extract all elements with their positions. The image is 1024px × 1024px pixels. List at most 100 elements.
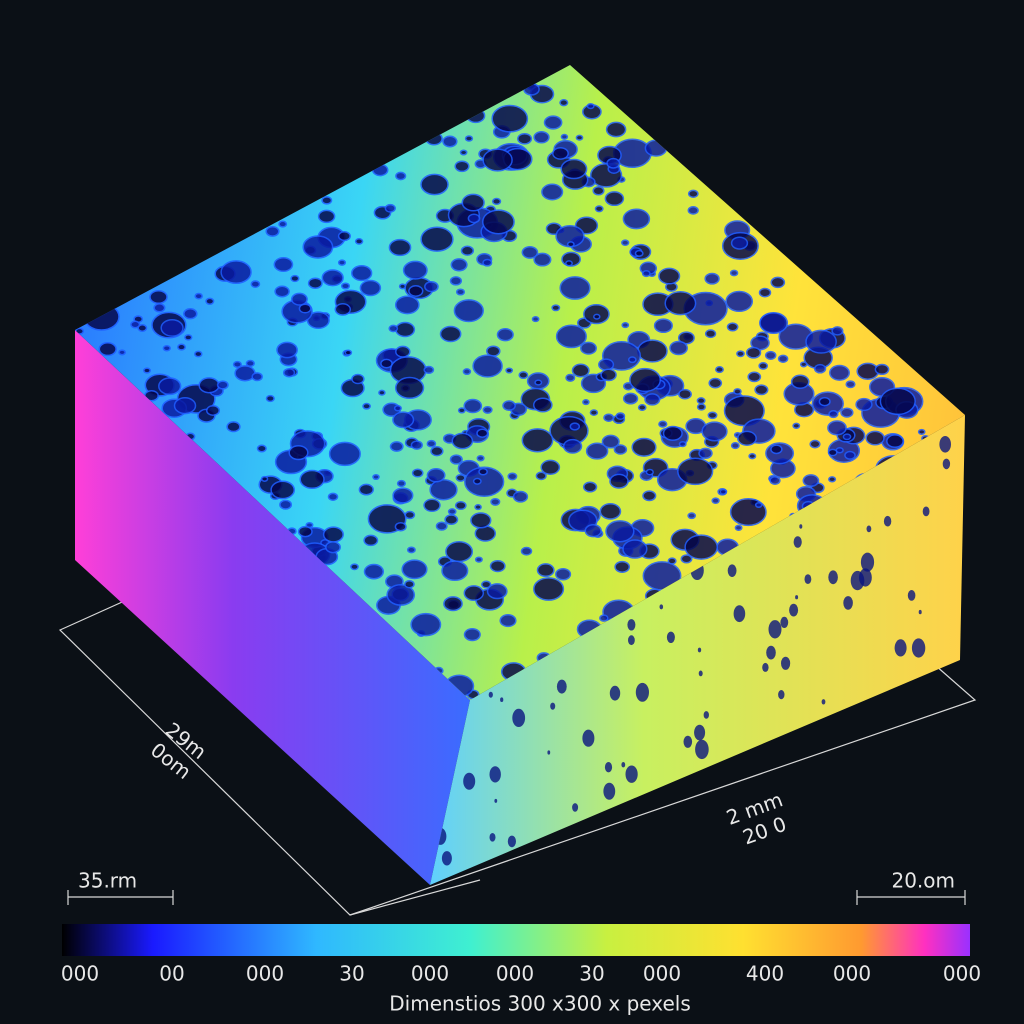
pore: [327, 492, 339, 501]
side-pore: [907, 590, 916, 601]
pore: [472, 354, 503, 378]
pore: [575, 134, 584, 141]
pore: [290, 274, 300, 283]
side-pore: [694, 724, 706, 741]
pore: [461, 193, 485, 212]
pore: [777, 354, 789, 363]
pore: [696, 403, 706, 411]
side-pore: [942, 458, 951, 470]
pore: [719, 488, 728, 495]
pore: [288, 444, 309, 461]
dimension-lines: [58, 584, 977, 916]
pore: [226, 421, 241, 433]
side-pore: [766, 645, 776, 660]
pore: [684, 534, 719, 560]
pore: [534, 379, 543, 386]
pore: [393, 405, 402, 412]
pore: [594, 205, 604, 213]
pore: [599, 503, 622, 520]
pore: [809, 439, 821, 449]
pore: [337, 259, 347, 266]
pore: [449, 454, 463, 465]
side-pore: [500, 697, 504, 702]
pore: [552, 146, 569, 160]
pore: [687, 512, 697, 520]
side-pore: [627, 619, 636, 631]
pore: [645, 468, 654, 476]
block-left-face: [75, 330, 470, 885]
pore: [216, 380, 229, 390]
colorbar-tick-label: 400: [746, 962, 784, 986]
scale-bar-label: 35.rm: [78, 869, 137, 893]
pore: [678, 440, 687, 448]
side-pore: [625, 765, 638, 783]
pore: [725, 290, 754, 313]
pore: [512, 490, 529, 503]
pore: [677, 457, 714, 486]
pore: [420, 173, 449, 196]
colorbar-tick-label: 30: [579, 962, 604, 986]
pore: [770, 276, 786, 289]
pore: [769, 476, 781, 485]
pore: [641, 270, 651, 278]
pore: [153, 303, 166, 313]
pore: [143, 367, 151, 374]
side-pore: [489, 833, 496, 842]
pore: [425, 131, 443, 146]
pore: [464, 135, 474, 142]
pore: [520, 546, 533, 556]
pore: [540, 459, 561, 475]
pore: [394, 376, 425, 400]
pore: [426, 468, 446, 483]
pore: [754, 384, 769, 396]
pore: [162, 344, 171, 352]
colorbar-tick-label: 000: [411, 962, 449, 986]
colorbar: [62, 924, 970, 956]
colorbar-tick-label: 30: [339, 962, 364, 986]
pore: [245, 359, 255, 368]
pore: [627, 356, 637, 364]
pore: [586, 102, 595, 110]
pore: [350, 563, 359, 571]
side-pore: [762, 662, 769, 672]
pore: [622, 208, 651, 230]
side-pore: [727, 564, 737, 577]
pore: [543, 115, 563, 130]
side-pore: [698, 670, 703, 677]
side-pore: [635, 682, 650, 702]
pore: [388, 238, 412, 257]
pore: [559, 99, 569, 107]
pore: [444, 514, 459, 525]
side-pore: [780, 616, 789, 629]
pore: [531, 316, 540, 323]
pore: [265, 225, 280, 237]
pore: [451, 432, 474, 450]
pore: [704, 272, 720, 285]
pore: [378, 389, 386, 396]
pore: [198, 377, 220, 394]
pore: [605, 520, 635, 543]
pore: [622, 539, 648, 559]
side-pore: [918, 609, 922, 615]
pore: [372, 473, 380, 481]
pore: [251, 372, 263, 382]
pore: [536, 563, 555, 578]
pore: [704, 329, 717, 339]
pore: [388, 324, 399, 333]
pore: [270, 480, 296, 500]
pore: [410, 612, 442, 637]
side-pore: [828, 570, 838, 585]
side-pore: [488, 691, 493, 698]
pore: [265, 394, 275, 403]
pore: [449, 276, 463, 286]
side-pore: [489, 766, 501, 783]
pore: [279, 499, 293, 510]
pore: [759, 311, 789, 335]
pore: [600, 368, 617, 382]
pore: [532, 397, 553, 413]
pore: [406, 546, 416, 554]
pore: [698, 447, 713, 459]
side-pore: [843, 596, 853, 610]
pore: [828, 410, 839, 419]
